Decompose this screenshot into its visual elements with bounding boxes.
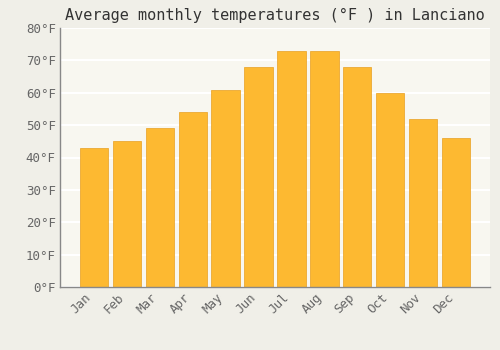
Bar [310,51,338,287]
Bar [410,119,438,287]
Bar [212,90,240,287]
Title: Average monthly temperatures (°F ) in Lanciano: Average monthly temperatures (°F ) in La… [65,8,485,23]
Bar [278,51,305,287]
Bar [146,128,174,287]
Bar [442,138,470,287]
Bar [244,67,272,287]
Bar [178,112,206,287]
Bar [112,141,140,287]
Bar [80,148,108,287]
Bar [344,67,371,287]
Bar [376,93,404,287]
